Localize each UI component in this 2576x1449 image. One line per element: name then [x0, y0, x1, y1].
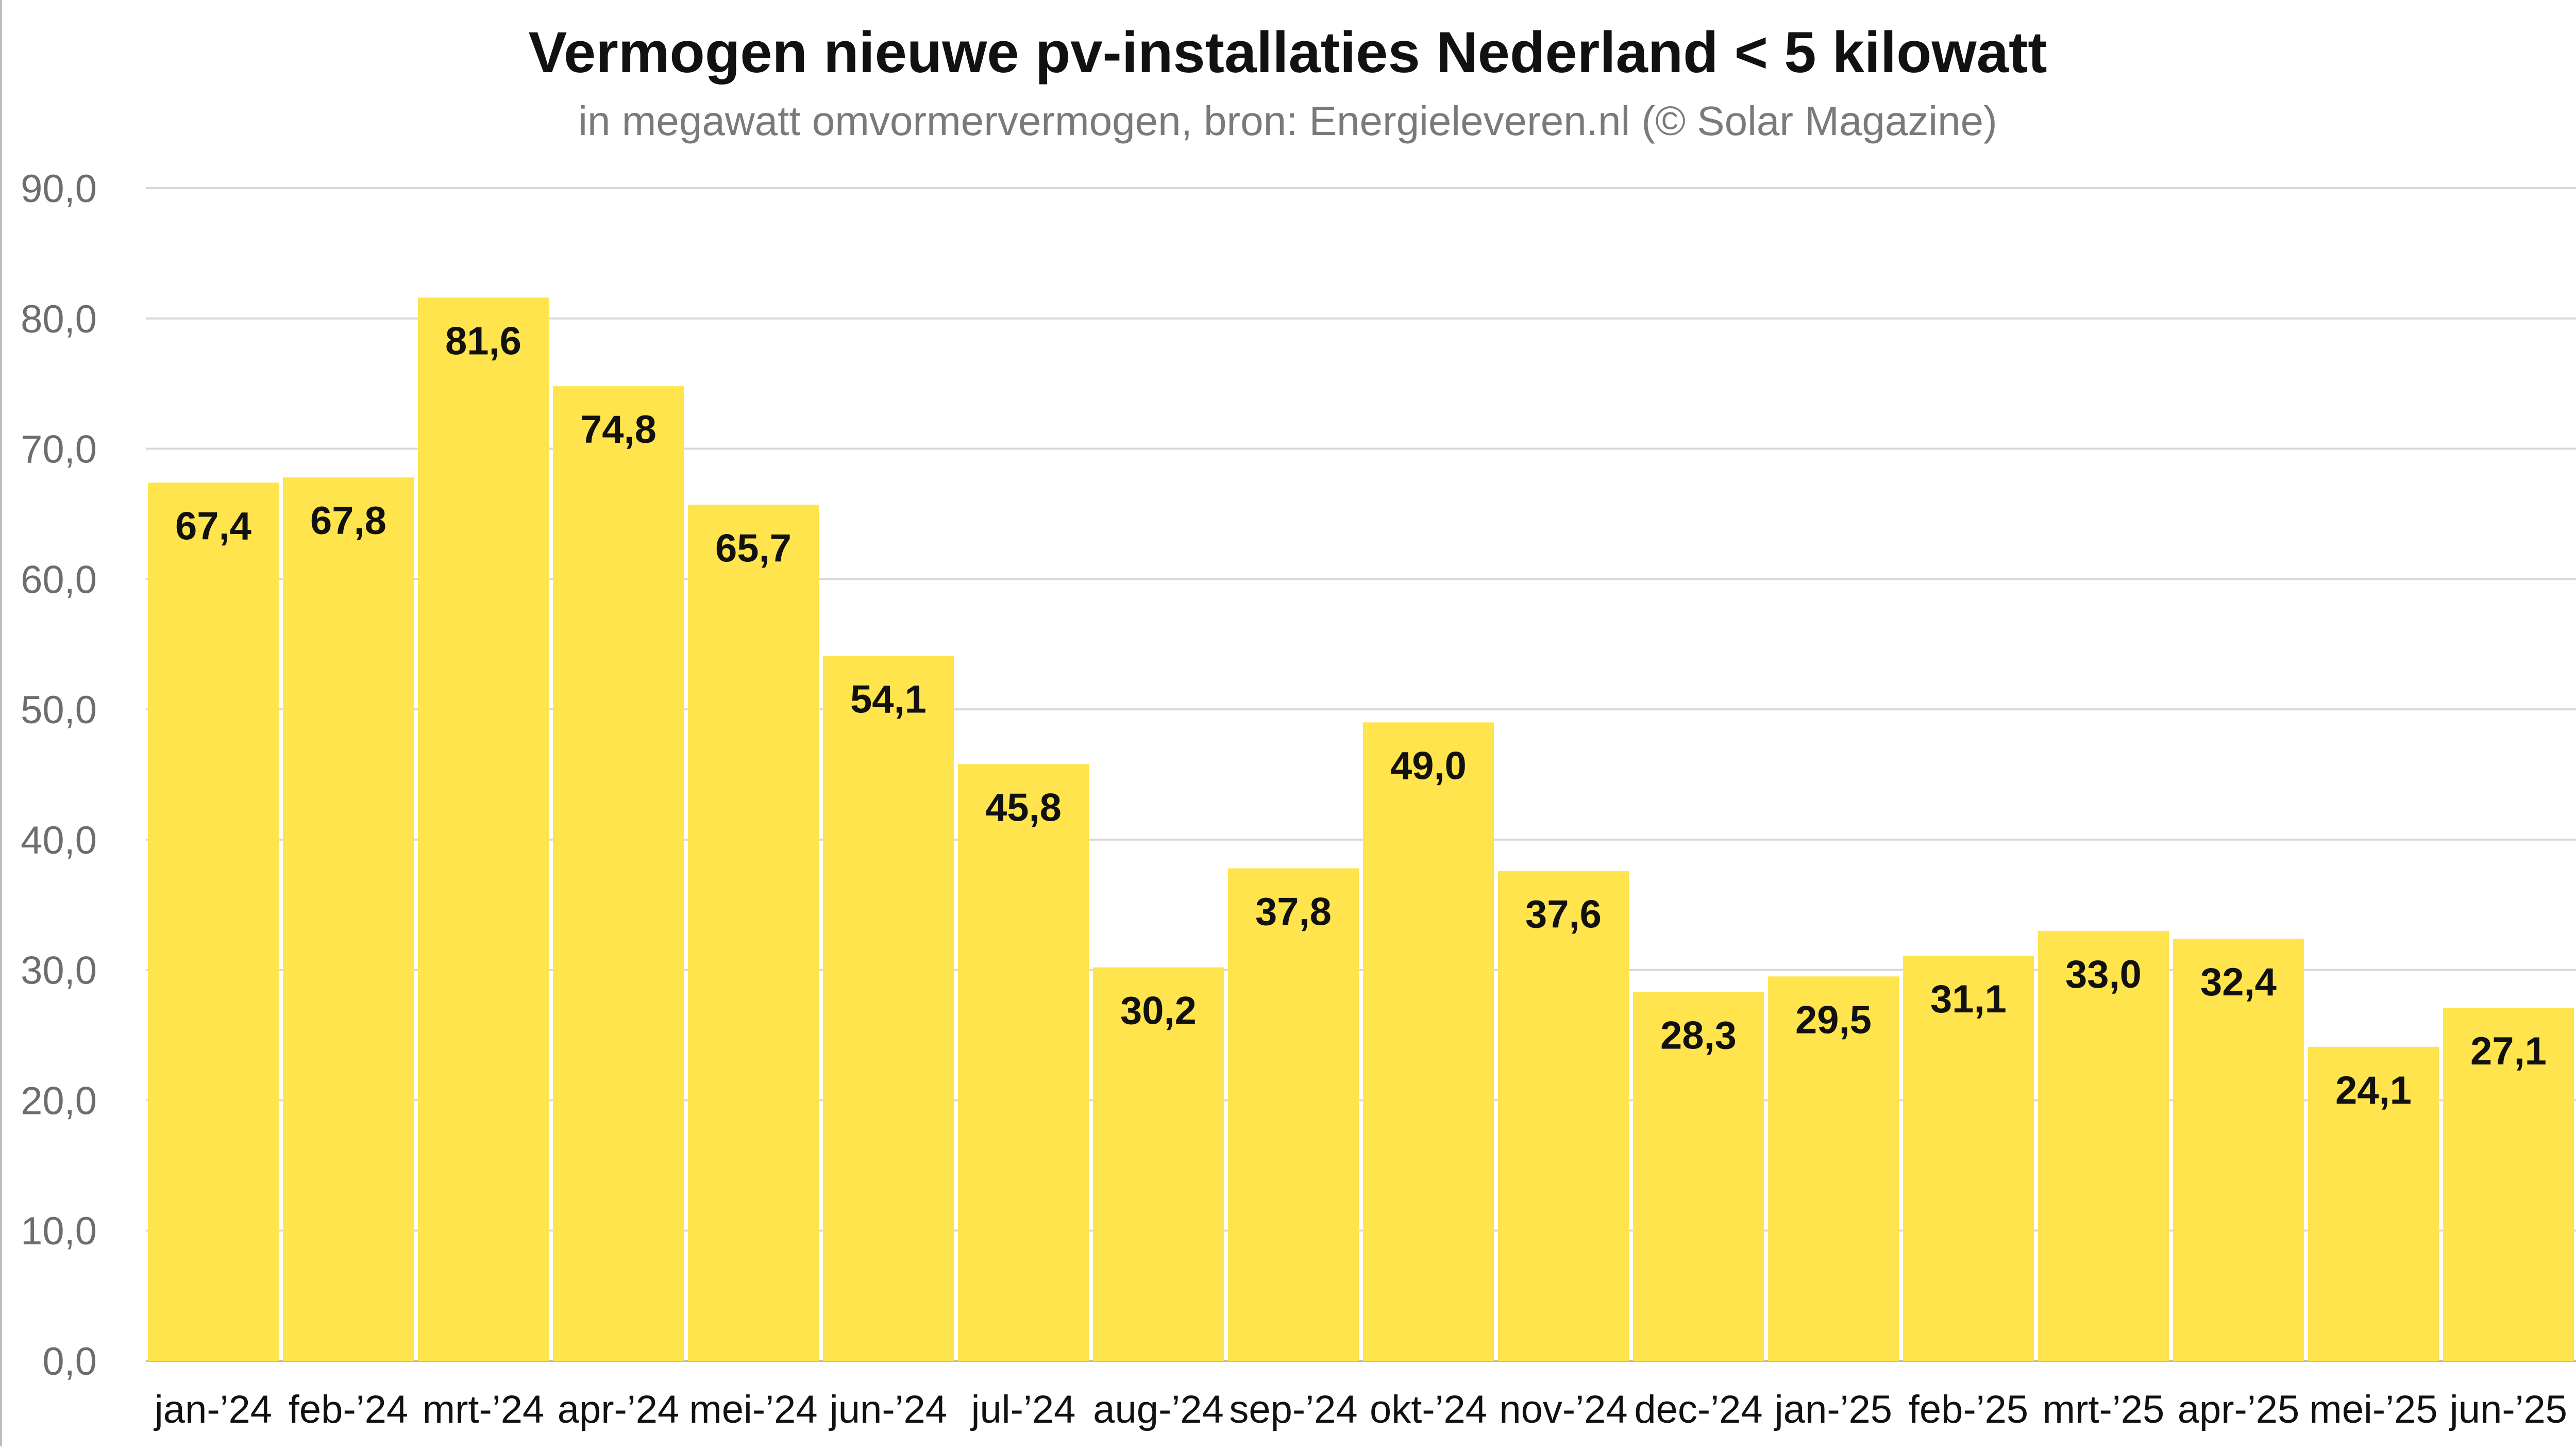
y-tick-label: 70,0: [21, 428, 97, 472]
y-tick-label: 90,0: [21, 167, 97, 211]
bar: [1633, 992, 1764, 1361]
data-label: 45,8: [985, 786, 1062, 829]
x-tick-label: mei-’25: [2309, 1388, 2437, 1431]
bar: [418, 297, 549, 1361]
bar: [1903, 955, 2034, 1361]
y-tick-label: 80,0: [21, 297, 97, 341]
data-label: 29,5: [1795, 998, 1872, 1042]
data-label: 49,0: [1390, 744, 1467, 788]
chart-title: Vermogen nieuwe pv-installaties Nederlan…: [528, 20, 2047, 85]
x-tick-label: jul-’24: [970, 1388, 1076, 1431]
data-label: 74,8: [580, 408, 656, 452]
data-label: 24,1: [2335, 1069, 2412, 1112]
bar: [2038, 930, 2169, 1361]
bar: [1768, 976, 1899, 1361]
bar: [283, 477, 414, 1361]
x-tick-label: jan-’25: [1774, 1388, 1892, 1431]
data-label: 67,4: [175, 504, 251, 548]
bar: [1228, 868, 1359, 1361]
x-tick-label: mrt-’25: [2043, 1388, 2164, 1431]
bar: [148, 482, 279, 1361]
x-axis-ticks: jan-’24 feb-’24 mrt-’24 apr-’24 mei-’24 jun-’…: [154, 1388, 2567, 1431]
x-tick-label: feb-’25: [1909, 1388, 2028, 1431]
bar: [958, 764, 1089, 1361]
data-label: 37,8: [1255, 890, 1332, 934]
x-tick-label: apr-’24: [558, 1388, 680, 1431]
bar: [1093, 967, 1224, 1361]
bar: [2173, 939, 2304, 1361]
left-border-line: [0, 0, 2, 1446]
data-label: 37,6: [1525, 893, 1602, 937]
gridlines: [146, 187, 2576, 1362]
y-tick-label: 60,0: [21, 558, 97, 602]
bar: [2308, 1046, 2439, 1361]
y-axis-ticks: 0,0 10,0 20,0 30,0 40,0 50,0 60,0 70,0 80,0 90,0: [21, 167, 97, 1384]
bar: [688, 505, 819, 1361]
data-label: 31,1: [1930, 977, 2007, 1021]
bar: [2443, 1007, 2574, 1361]
data-label: 54,1: [850, 677, 927, 721]
bar: [1363, 722, 1494, 1361]
y-tick-label: 10,0: [21, 1209, 97, 1253]
bars: [148, 297, 2574, 1361]
y-tick-label: 30,0: [21, 949, 97, 993]
data-label: 67,8: [310, 499, 386, 543]
y-tick-label: 0,0: [42, 1340, 97, 1384]
y-tick-label: 20,0: [21, 1079, 97, 1123]
x-tick-label: nov-’24: [1499, 1388, 1627, 1431]
x-tick-label: jan-’24: [154, 1388, 272, 1431]
data-label: 81,6: [445, 319, 521, 363]
x-tick-label: okt-’24: [1370, 1388, 1487, 1431]
x-tick-label: feb-’24: [289, 1388, 408, 1431]
chart-subtitle: in megawatt omvormervermogen, bron: Ener…: [578, 98, 1997, 144]
bar: [553, 386, 684, 1361]
x-tick-label: aug-’24: [1093, 1388, 1224, 1431]
x-tick-label: mei-’24: [689, 1388, 817, 1431]
data-label: 27,1: [2470, 1029, 2547, 1073]
bar: [823, 656, 954, 1361]
y-tick-label: 40,0: [21, 819, 97, 862]
data-label: 32,4: [2200, 960, 2277, 1004]
y-tick-label: 50,0: [21, 688, 97, 732]
x-tick-label: mrt-’24: [423, 1388, 544, 1431]
data-label: 33,0: [2065, 953, 2142, 996]
x-tick-label: apr-’25: [2178, 1388, 2300, 1431]
x-tick-label: dec-’24: [1634, 1388, 1762, 1431]
data-label: 30,2: [1120, 989, 1197, 1033]
x-tick-label: sep-’24: [1229, 1388, 1357, 1431]
bar: [1498, 871, 1629, 1361]
data-label: 65,7: [715, 526, 792, 570]
data-label: 28,3: [1660, 1014, 1737, 1058]
x-tick-label: jun-’25: [2449, 1388, 2567, 1431]
data-labels: 67,4 67,8 81,6 74,8 65,7 54,1 45,8 30,2 37,8 49,0…: [175, 319, 2547, 1112]
x-tick-label: jun-’24: [829, 1388, 947, 1431]
